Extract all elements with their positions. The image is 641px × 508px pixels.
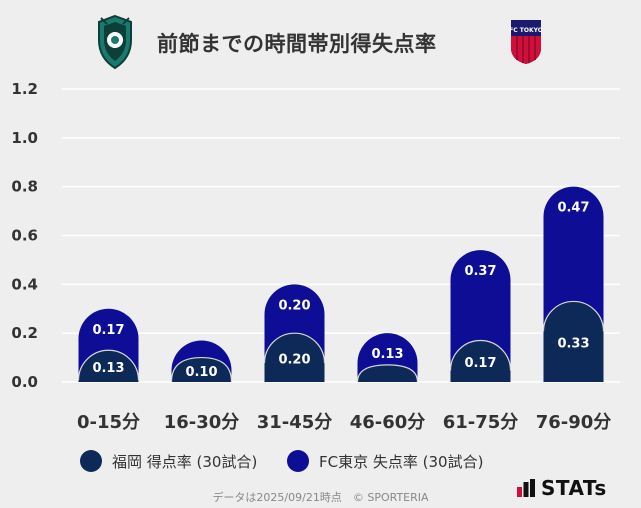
legend-item-fctokyo: FC東京 失点率 (30試合) [287,450,483,472]
bar-fukuoka-5-outline [542,300,605,332]
stats-logo-icon [517,479,535,497]
footer-note: データは2025/09/21時点 © SPORTERIA [212,491,429,504]
bar-fukuoka-3-outline [356,364,419,383]
legend-label-fctokyo: FC東京 失点率 (30試合) [319,452,484,471]
data-label-fctokyo-2: 0.20 [278,298,310,313]
legend-swatch-fukuoka [80,450,102,472]
data-label-fukuoka-2: 0.20 [278,353,310,368]
y-tick-label: 0.8 [11,178,38,196]
bar-fukuoka-4-outline [449,339,512,371]
data-label-fctokyo-0: 0.17 [92,323,124,338]
bar-fukuoka-0-outline [77,349,140,381]
data-label-fctokyo-5: 0.47 [557,201,589,216]
x-tick-label: 31-45分 [257,412,333,433]
data-label-fukuoka-4: 0.17 [464,356,496,371]
y-tick-label: 0.2 [11,324,38,342]
y-tick-label: 1.2 [11,80,38,98]
data-label-fukuoka-1: 0.10 [185,365,217,380]
chart-header: 前節までの時間帯別得失点率 FC TOKYO [0,14,641,70]
x-tick-label: 46-60分 [350,412,426,433]
chart-plot: 0.0 0.2 0.4 0.6 0.8 1.0 1.2 0.13 0.17 0-15分 0.10 16… [11,80,620,433]
bar-fukuoka-4 [450,340,511,382]
data-label-fctokyo-3: 0.13 [371,347,403,362]
y-tick-label: 0.6 [11,227,38,245]
stats-brand-text: STATs [541,476,607,500]
fc-tokyo-emblem-icon: FC TOKYO [509,20,543,64]
legend-item-fukuoka: 福岡 得点率 (30試合) [80,450,257,472]
bar-fukuoka-2-outline [263,332,326,364]
data-label-fctokyo-4: 0.37 [464,264,496,279]
avispa-fukuoka-emblem-icon [98,14,132,70]
chart-title: 前節までの時間帯別得失点率 [157,32,437,56]
x-tick-label: 61-75分 [443,412,519,433]
legend-label-fukuoka: 福岡 得点率 (30試合) [112,452,258,471]
y-tick-label: 1.0 [11,129,38,147]
bar-fukuoka-3 [357,364,418,382]
legend-swatch-fctokyo [287,450,309,472]
stats-brand: STATs [517,476,607,500]
x-tick-label: 76-90分 [536,412,612,433]
y-tick-label: 0.4 [11,275,38,293]
y-tick-label: 0.0 [11,373,38,391]
x-tick-label: 16-30分 [164,412,240,433]
bar-fukuoka-2 [264,333,325,382]
bar-fukuoka-5 [543,301,604,382]
bar-fukuoka-1-outline [170,356,233,383]
fc-tokyo-emblem-text: FC TOKYO [509,27,543,34]
data-label-fukuoka-5: 0.33 [557,337,589,352]
bar-fukuoka-0 [78,350,139,382]
data-label-fukuoka-0: 0.13 [92,361,124,376]
x-tick-label: 0-15分 [77,412,140,433]
bar-fukuoka-1 [171,357,232,382]
